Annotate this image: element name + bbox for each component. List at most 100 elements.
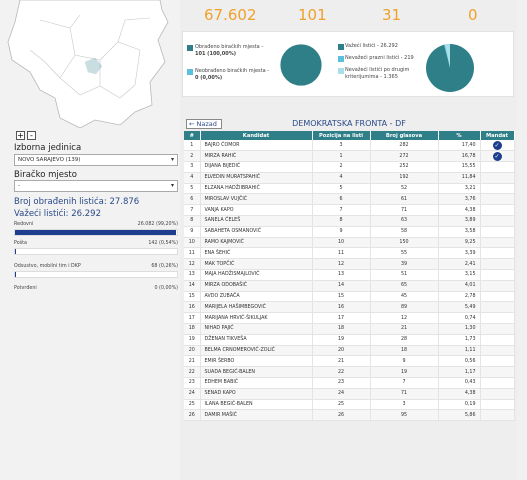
bar-value: 0 (0,00%) (154, 286, 178, 291)
table-row: 13 MAJA HADŽISMAJLOVIĆ 13 51 3,15 (184, 269, 515, 281)
izborna-jedinica-select[interactable]: NOVO SARAJEVO (139) ▾ (14, 154, 178, 166)
party-title: DEMOKRATSKA FRONTA - DF (292, 119, 406, 128)
table-row: 23 EDHEM BABIĆ 23 7 0,43 (184, 377, 515, 389)
vote-percent: 1,73 (438, 334, 481, 346)
vote-percent: 9,25 (438, 237, 481, 249)
vote-percent: 3,89 (438, 215, 481, 227)
back-button[interactable]: ← Nazad (186, 119, 222, 129)
map[interactable] (0, 0, 180, 128)
col-header[interactable]: % (438, 131, 481, 140)
table-row: 16 MARIJELA HAŠIMBEGOVIĆ 16 89 5,49 (184, 301, 515, 314)
table-row: 10 RAMO KAJMOVIĆ 10 150 9,25 (184, 237, 515, 249)
biracko-mjesto-value: - (18, 183, 20, 189)
legend-swatch (187, 69, 193, 75)
table-row: 15 AVDO ZUBAČA 15 45 2,78 (184, 291, 515, 303)
row-number: 21 (184, 355, 201, 368)
col-header[interactable]: # (184, 131, 201, 140)
vote-count: 192 (370, 172, 439, 184)
table-row: 7 VANJA KAPO 7 71 4,38 (184, 204, 515, 217)
list-position: 23 (312, 377, 371, 389)
row-number: 16 (184, 301, 201, 314)
list-position: 2 (312, 161, 371, 173)
vote-percent: 4,01 (438, 280, 481, 292)
mandate (480, 269, 515, 281)
legend-swatch (187, 45, 193, 51)
row-number: 4 (184, 172, 201, 184)
vote-count: 19 (370, 366, 439, 379)
zoom-out-button[interactable]: - (27, 131, 36, 140)
stat-1: 67.602 (204, 6, 257, 24)
vote-count: 150 (370, 237, 439, 249)
row-number: 12 (184, 258, 201, 271)
list-position: 18 (312, 323, 371, 335)
candidate-name: EMIR ŠERBO (200, 355, 313, 368)
row-number: 14 (184, 280, 201, 292)
stat-3: 31 (382, 6, 402, 24)
vazeci-listici: Važeći listići: 26.292 (14, 209, 101, 219)
zoom-in-button[interactable]: + (16, 131, 25, 140)
table-row: 1 BAJRO ĆOMOR 3 282 17,40 ✓ (184, 140, 515, 152)
row-number: 19 (184, 334, 201, 346)
mandate (480, 183, 515, 195)
col-header[interactable]: Broj glasova (370, 131, 439, 140)
mandate (480, 366, 515, 379)
list-position: 26 (312, 409, 371, 422)
table-row: 24 SENAD KAPO 24 71 4,38 (184, 388, 515, 400)
mandate: ✓ (480, 150, 515, 163)
row-number: 7 (184, 204, 201, 217)
table-row: 22 SUADA BEGIĆ-BALEN 22 19 1,17 (184, 366, 515, 379)
scrollbar[interactable] (517, 0, 527, 480)
row-number: 2 (184, 150, 201, 163)
vote-count: 45 (370, 291, 439, 303)
list-position: 24 (312, 388, 371, 400)
table-row: 25 ILANA BEGIĆ-BALEN 25 3 0,19 (184, 399, 515, 411)
table-row: 18 NIHAD PAJIĆ 18 21 1,30 (184, 323, 515, 335)
biracko-mjesto-label: Biračko mjesto (14, 170, 77, 180)
table-row: 14 MIRZA ODOBAŠIĆ 14 65 4,01 (184, 280, 515, 292)
list-position: 16 (312, 301, 371, 314)
col-header[interactable]: Mandat (480, 131, 515, 140)
candidates-panel: DEMOKRATSKA FRONTA - DF ← Nazad # Kandid… (184, 116, 515, 480)
list-position: 7 (312, 204, 371, 217)
mandate (480, 161, 515, 173)
vote-count: 21 (370, 323, 439, 335)
legend-prazni: Nevažeći prazni listići - 219 (345, 55, 414, 61)
mandate (480, 204, 515, 217)
mandate (480, 312, 515, 325)
legend-swatch (338, 56, 344, 62)
bar-label: Odsustvo, mobilni tim i DKP (14, 264, 81, 269)
vote-percent: 5,86 (438, 409, 481, 422)
candidate-name: MAJA HADŽISMAJLOVIĆ (200, 269, 313, 281)
vote-percent: 1,30 (438, 323, 481, 335)
biracko-mjesto-select[interactable]: - ▾ (14, 180, 178, 192)
mandate (480, 345, 515, 357)
chevron-down-icon: ▾ (170, 182, 174, 189)
table-row: 21 EMIR ŠERBO 21 9 0,56 (184, 355, 515, 368)
bar-value: 26.082 (99,20%) (137, 222, 178, 227)
candidates-table: # Kandidat Pozicija na listi Broj glasov… (184, 131, 515, 422)
vote-percent: 11,84 (438, 172, 481, 184)
vote-count: 12 (370, 312, 439, 325)
row-number: 25 (184, 399, 201, 411)
candidate-name: ELZANA HADŽIIBRAHIĆ (200, 183, 313, 195)
mandate (480, 237, 515, 249)
list-position: 22 (312, 366, 371, 379)
mandate (480, 377, 515, 389)
vote-count: 65 (370, 280, 439, 292)
candidate-name: ELVEDIN MURATSPAHIĆ (200, 172, 313, 184)
summary-panel: Obrađeno biračkih mjesta -101 (100,00%) … (182, 31, 514, 97)
vote-count: 252 (370, 161, 439, 173)
bar-label: Pošta (14, 241, 27, 246)
bar-posta (14, 248, 178, 255)
vote-percent: 3,21 (438, 183, 481, 195)
vote-count: 63 (370, 215, 439, 227)
vote-percent: 3,15 (438, 269, 481, 281)
col-header[interactable]: Pozicija na listi (312, 131, 371, 140)
mandate (480, 388, 515, 400)
list-position: 9 (312, 226, 371, 238)
list-position: 19 (312, 334, 371, 346)
row-number: 3 (184, 161, 201, 173)
col-header[interactable]: Kandidat (200, 131, 313, 140)
mandate (480, 247, 515, 260)
vote-count: 7 (370, 377, 439, 389)
